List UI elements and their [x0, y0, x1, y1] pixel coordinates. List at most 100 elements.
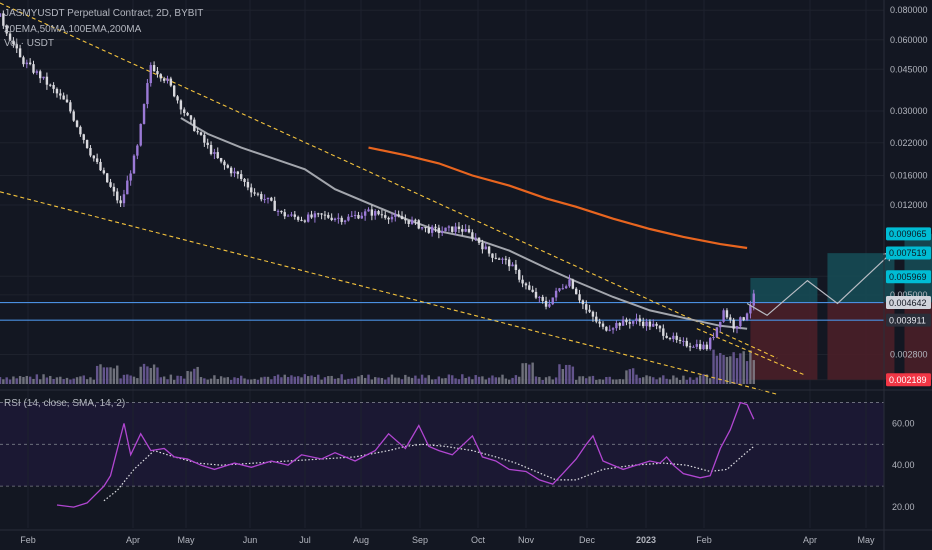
volume-bar — [481, 376, 484, 384]
volume-bar — [223, 377, 226, 384]
volume-bar — [394, 377, 397, 384]
candle-body — [18, 48, 22, 58]
volume-legend[interactable]: Vol · USDT — [4, 38, 55, 49]
candle-body — [199, 132, 203, 135]
volume-bar — [457, 379, 461, 384]
candle-body — [511, 264, 514, 267]
volume-bar — [136, 378, 139, 384]
candle-body — [621, 319, 625, 326]
candle-body — [484, 246, 487, 250]
candle-body — [119, 200, 122, 204]
volume-bar — [471, 379, 474, 384]
candle-body — [497, 258, 501, 260]
candle-body — [102, 170, 106, 174]
candle-body — [427, 227, 430, 233]
volume-bar — [380, 378, 384, 384]
volume-bar — [343, 379, 347, 384]
volume-bar — [514, 375, 518, 384]
candle-body — [152, 65, 156, 72]
candle-body — [548, 304, 551, 307]
volume-bar — [273, 376, 276, 384]
candle-body — [494, 257, 497, 259]
volume-bar — [42, 374, 45, 384]
volume-bar — [702, 374, 705, 384]
volume-bar — [712, 349, 715, 384]
candle-body — [0, 13, 2, 17]
candle-body — [156, 71, 159, 75]
candle-body — [591, 311, 595, 317]
volume-bar — [340, 374, 343, 384]
candle-body — [735, 326, 739, 329]
candle-body — [136, 145, 139, 156]
candle-body — [688, 346, 692, 348]
candle-body — [551, 297, 554, 305]
volume-bar — [199, 377, 203, 384]
candle-body — [544, 300, 548, 307]
candle-body — [206, 142, 209, 146]
candle-body — [116, 191, 119, 201]
rsi-legend[interactable]: RSI (14, close, SMA, 14, 2) — [4, 398, 126, 409]
candle-body — [611, 328, 615, 330]
candle-body — [263, 199, 266, 201]
volume-bar — [35, 374, 39, 384]
trendline-3 — [696, 328, 805, 376]
volume-bar — [62, 379, 65, 384]
volume-bar — [491, 375, 494, 384]
volume-bar — [672, 375, 675, 384]
candle-body — [307, 214, 310, 222]
volume-bar — [645, 375, 648, 384]
candle-body — [518, 270, 521, 280]
volume-bar — [601, 379, 605, 384]
volume-bar — [69, 379, 72, 384]
candle-body — [430, 226, 434, 233]
time-tick-label: Nov — [518, 535, 535, 545]
volume-bar — [564, 364, 568, 384]
candle-body — [374, 211, 377, 216]
volume-bar — [183, 378, 186, 384]
volume-bar — [524, 363, 528, 384]
candle-body — [357, 214, 360, 219]
candle-body — [394, 214, 397, 217]
candle-body — [240, 174, 243, 179]
volume-bar — [337, 378, 340, 384]
volume-bar — [631, 368, 635, 384]
volume-bar — [484, 379, 487, 384]
volume-bar — [206, 379, 209, 384]
rsi-sma-line — [103, 443, 755, 502]
candle-body — [739, 317, 742, 327]
candle-body — [665, 335, 668, 338]
volume-bar — [142, 363, 146, 384]
volume-bar — [548, 376, 551, 384]
indicator-legend[interactable]: 20EMA,50MA,100EMA,200MA — [4, 24, 142, 35]
volume-bar — [595, 379, 598, 384]
candle-body — [541, 296, 544, 301]
candle-body — [169, 78, 173, 86]
candle-body — [129, 173, 132, 181]
price-tick-label: 0.005000 — [890, 290, 928, 300]
candle-body — [447, 226, 451, 228]
price-badge-label: 0.003911 — [889, 315, 926, 325]
candle-body — [59, 93, 62, 96]
volume-bar — [28, 376, 32, 384]
candle-body — [179, 100, 183, 110]
volume-bar — [434, 379, 437, 384]
candle-body — [139, 123, 142, 146]
candle-body — [725, 310, 729, 318]
candle-body — [709, 338, 712, 350]
candle-body — [126, 180, 129, 195]
volume-bar — [55, 377, 59, 384]
volume-bar — [638, 377, 642, 384]
candle-body — [173, 85, 176, 97]
candle-body — [82, 134, 85, 140]
volume-bar — [139, 366, 142, 384]
volume-bar — [390, 374, 394, 384]
volume-bar — [437, 376, 441, 384]
volume-bar — [283, 374, 286, 384]
candle-body — [256, 193, 260, 195]
volume-bar — [642, 377, 645, 384]
price-badge — [886, 296, 931, 310]
volume-bar — [655, 379, 658, 384]
volume-bar — [253, 378, 256, 384]
volume-bar — [293, 376, 296, 384]
